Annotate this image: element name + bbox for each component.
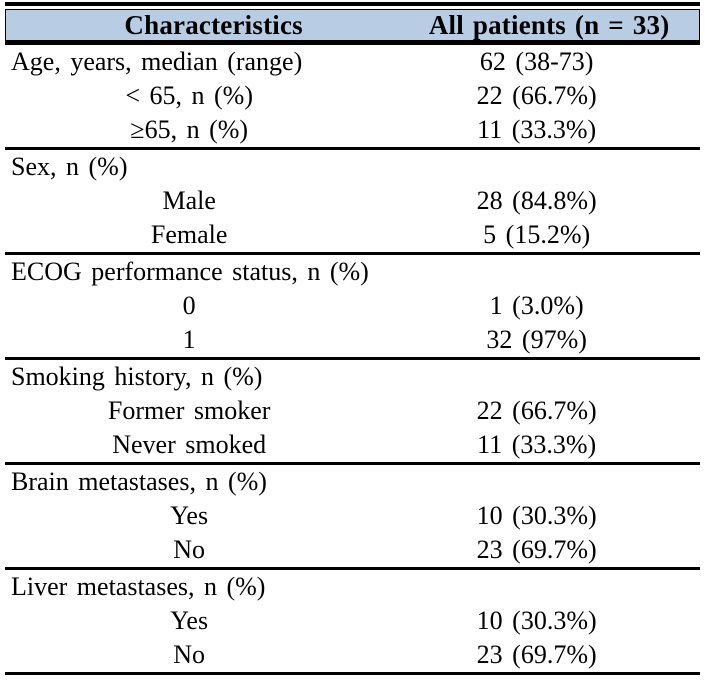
- table-section: Brain metastases, n (%) Yes 10 (30.3%) No 23…: [5, 465, 700, 570]
- table-row: Yes 10 (30.3%): [5, 499, 700, 533]
- row-label: 1: [182, 325, 196, 354]
- table-row: Female 5 (15.2%): [5, 218, 700, 252]
- row-label: ≥65, n (%): [130, 115, 249, 144]
- table-header-row: Characteristics All patients (n = 33): [5, 9, 700, 41]
- row-value: 10 (30.3%): [476, 501, 597, 530]
- row-value: 22 (66.7%): [476, 81, 597, 110]
- row-label: Female: [150, 220, 228, 249]
- table-row: Former smoker 22 (66.7%): [5, 394, 700, 428]
- table-body: Age, years, median (range) 62 (38-73) < 65…: [5, 45, 700, 675]
- row-value: 23 (69.7%): [476, 535, 597, 564]
- table-row: No 23 (69.7%): [5, 533, 700, 567]
- row-label: Age, years, median (range): [11, 47, 303, 76]
- row-value: 5 (15.2%): [483, 220, 591, 249]
- table-top-rule: [5, 2, 700, 6]
- row-label: Yes: [170, 501, 209, 530]
- table-row: ≥65, n (%) 11 (33.3%): [5, 113, 700, 147]
- row-label: Former smoker: [107, 396, 271, 425]
- patient-characteristics-table: Characteristics All patients (n = 33) Ag…: [5, 2, 700, 675]
- row-value: 11 (33.3%): [477, 430, 597, 459]
- row-label: Smoking history, n (%): [11, 362, 263, 391]
- row-value: 23 (69.7%): [476, 640, 597, 669]
- table-row: Never smoked 11 (33.3%): [5, 428, 700, 462]
- table-row: < 65, n (%) 22 (66.7%): [5, 79, 700, 113]
- row-label: 0: [182, 291, 196, 320]
- table-row: Liver metastases, n (%): [5, 570, 700, 604]
- row-label: < 65, n (%): [125, 81, 253, 110]
- row-value: 28 (84.8%): [476, 186, 597, 215]
- table-section: ECOG performance status, n (%) 0 1 (3.0%) 1…: [5, 255, 700, 360]
- row-value: 11 (33.3%): [477, 115, 597, 144]
- column-header-all-patients: All patients (n = 33): [428, 10, 670, 40]
- row-label: Never smoked: [112, 430, 267, 459]
- row-value: 10 (30.3%): [476, 606, 597, 635]
- row-label: ECOG performance status, n (%): [11, 257, 369, 286]
- row-label: Liver metastases, n (%): [11, 572, 266, 601]
- row-value: 22 (66.7%): [476, 396, 597, 425]
- row-label: Male: [162, 186, 216, 215]
- row-label: No: [173, 640, 206, 669]
- table-row: ECOG performance status, n (%): [5, 255, 700, 289]
- row-value: 32 (97%): [486, 325, 587, 354]
- column-header-characteristics: Characteristics: [124, 10, 303, 40]
- table-row: Smoking history, n (%): [5, 360, 700, 394]
- table-section: Sex, n (%) Male 28 (84.8%) Female 5 (15.2%): [5, 150, 700, 255]
- table-section: Age, years, median (range) 62 (38-73) < 65…: [5, 45, 700, 150]
- table-row: 0 1 (3.0%): [5, 289, 700, 323]
- row-label: No: [173, 535, 206, 564]
- table-section: Smoking history, n (%) Former smoker 22 (6…: [5, 360, 700, 465]
- table-row: Brain metastases, n (%): [5, 465, 700, 499]
- row-label: Yes: [170, 606, 209, 635]
- table-row: Yes 10 (30.3%): [5, 604, 700, 638]
- header-bottom-rule: [5, 41, 700, 45]
- table-section: Liver metastases, n (%) Yes 10 (30.3%) No 23…: [5, 570, 700, 675]
- table-row: No 23 (69.7%): [5, 638, 700, 672]
- row-label: Sex, n (%): [11, 152, 128, 181]
- row-value: 62 (38-73): [479, 47, 594, 76]
- row-value: 1 (3.0%): [489, 291, 584, 320]
- table-row: 1 32 (97%): [5, 323, 700, 357]
- table-row: Sex, n (%): [5, 150, 700, 184]
- row-label: Brain metastases, n (%): [11, 467, 267, 496]
- table-row: Age, years, median (range) 62 (38-73): [5, 45, 700, 79]
- table-row: Male 28 (84.8%): [5, 184, 700, 218]
